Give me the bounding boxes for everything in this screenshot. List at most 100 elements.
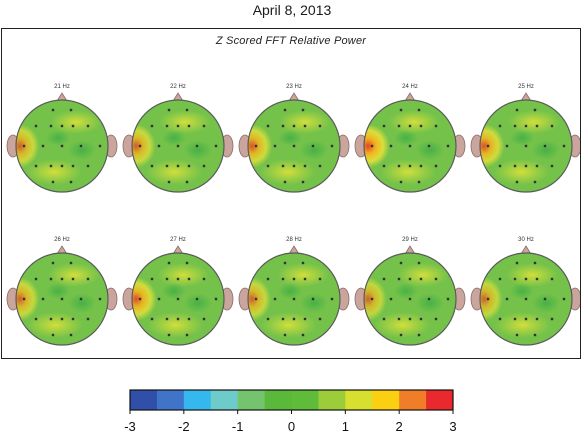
electrode-marker [34,317,38,321]
electrode-marker [550,164,554,168]
electrode-marker [292,277,296,281]
electrode-marker [69,261,73,265]
electrode-marker [214,144,218,148]
electrode-marker [292,297,296,301]
electrode-marker [397,124,401,128]
electrode-marker [187,317,191,321]
electrode-marker [202,164,206,168]
electrode-marker [397,277,401,281]
electrode-marker [167,180,171,184]
head-outline [363,99,457,193]
electrode-marker [419,277,423,281]
electrode-marker [283,108,287,112]
electrode-marker [71,164,75,168]
electrode-marker [167,261,171,265]
electrode-marker [543,144,547,148]
electrode-marker [550,317,554,321]
colorbar-segment [237,390,265,410]
topomap-head: 22 Hz [122,84,234,193]
electrode-marker [281,277,285,281]
electrode-marker [370,297,374,301]
electrode-marker [176,277,180,281]
electrode-marker [434,277,438,281]
electrode-marker [69,180,73,184]
electrode-marker [266,277,270,281]
electrode-marker [138,297,142,301]
head-outline [479,252,573,346]
electrode-marker [176,297,180,301]
electrode-marker [49,124,53,128]
electrode-marker [498,277,502,281]
electrode-marker [562,297,566,301]
colorbar-segment [318,390,346,410]
electrode-marker [283,180,287,184]
panel-title: Z Scored FFT Relative Power [215,35,367,47]
electrode-marker [150,277,154,281]
electrode-marker [303,164,307,168]
electrode-marker [51,261,55,265]
electrode-marker [292,317,296,321]
electrode-marker [301,261,305,265]
electrode-marker [318,124,322,128]
electrode-marker [408,124,412,128]
electrode-marker [185,180,189,184]
electrode-marker [202,124,206,128]
electrode-marker [397,317,401,321]
electrode-marker [281,317,285,321]
electrode-marker [150,317,154,321]
head-outline [247,252,341,346]
electrode-marker [79,144,83,148]
electrode-marker [513,277,517,281]
electrode-marker [524,277,528,281]
electrode-marker [303,277,307,281]
electrode-marker [419,124,423,128]
topomap-head: 24 Hz [354,84,466,193]
electrode-marker [533,333,537,337]
colorbar-segment [183,390,212,410]
topomap-frequency-label: 26 Hz [54,237,70,243]
electrode-marker [524,124,528,128]
colorbar-segment [372,390,400,410]
electrode-marker [167,333,171,337]
electrode-marker [311,144,315,148]
topomap-head: 27 Hz [122,237,234,346]
electrode-marker [281,124,285,128]
electrode-marker [515,108,519,112]
electrode-marker [562,144,566,148]
electrode-marker [187,277,191,281]
electrode-marker [292,124,296,128]
electrode-marker [185,108,189,112]
electrode-marker [273,144,277,148]
electrode-marker [71,277,75,281]
electrode-marker [86,277,90,281]
electrode-marker [49,164,53,168]
electrode-marker [513,164,517,168]
electrode-marker [318,277,322,281]
electrode-marker [187,164,191,168]
electrode-marker [202,317,206,321]
colorbar-segment [156,390,185,410]
electrode-marker [254,297,258,301]
electrode-marker [408,297,412,301]
electrode-marker [399,180,403,184]
electrode-marker [408,277,412,281]
electrode-marker [550,277,554,281]
electrode-marker [524,317,528,321]
electrode-marker [51,180,55,184]
topomap-frequency-label: 21 Hz [54,84,70,90]
electrode-marker [419,164,423,168]
electrode-marker [202,277,206,281]
topomap-grid: 21 Hz 22 Hz 23 Hz 24 Hz 25 Hz 26 Hz 27 Hz 28 Hz… [6,84,580,346]
colorbar-tick-label: 0 [288,419,295,434]
topomap-frequency-label: 25 Hz [518,84,534,90]
colorbar-tick-label: 1 [342,419,349,434]
electrode-marker [79,297,83,301]
electrode-marker [176,164,180,168]
colorbar-segment [130,390,158,410]
electrode-marker [533,108,537,112]
electrode-marker [434,317,438,321]
electrode-marker [281,164,285,168]
topomap-head: 23 Hz [238,84,350,193]
colorbar-tick-label: 3 [449,419,456,434]
electrode-marker [397,164,401,168]
